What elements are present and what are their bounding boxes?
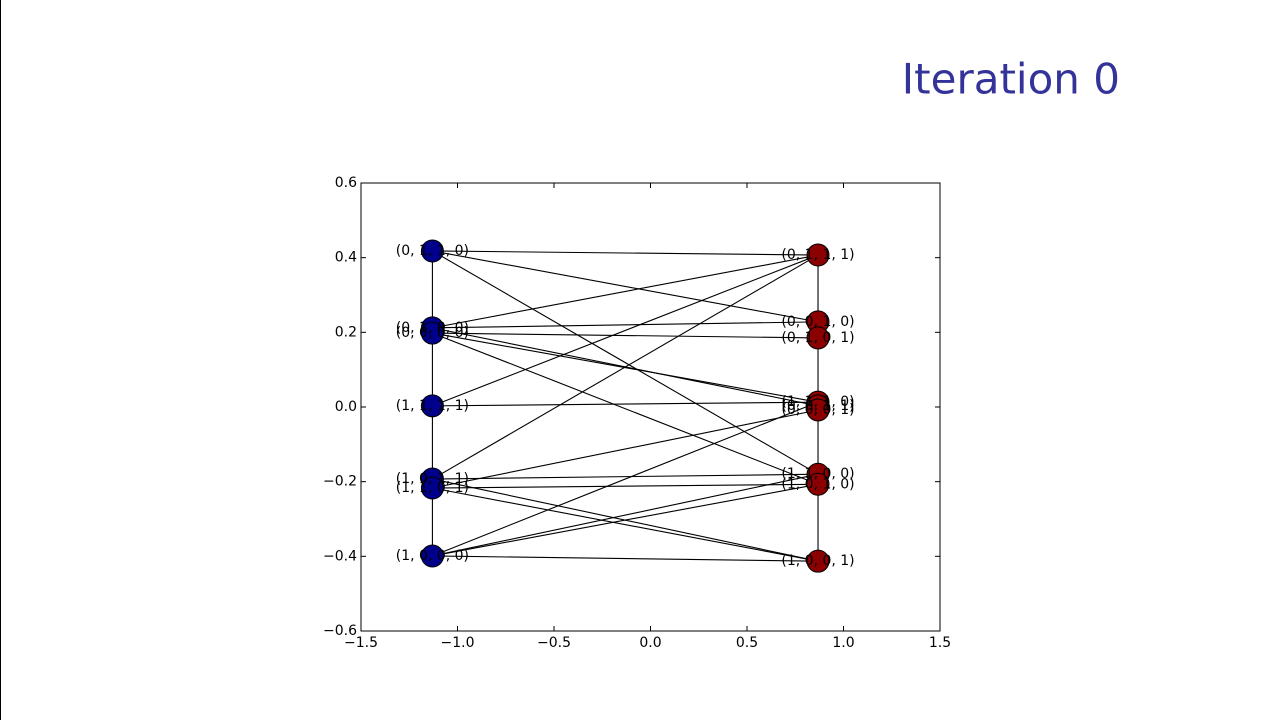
edge (432, 321, 819, 329)
x-tick-label: 1.0 (832, 635, 854, 651)
x-tick-label: −0.5 (537, 635, 571, 651)
edge (432, 332, 819, 339)
edge (432, 254, 819, 480)
node (420, 476, 444, 500)
edge (432, 254, 819, 329)
edge (432, 555, 819, 562)
node-label: (0, 0, 1, 0) (781, 314, 854, 330)
node-label: (1, 1, 1, 0) (781, 394, 854, 410)
node-label: (0, 0, 0, 1) (781, 402, 854, 418)
node (806, 243, 830, 267)
node-label: (1, 0, 0, 1) (781, 553, 854, 569)
node (420, 544, 444, 568)
edge (432, 473, 819, 557)
edge (432, 250, 819, 475)
node-label: (1, 1, 0, 1) (396, 480, 469, 496)
node-label: (1, 1, 0, 0) (781, 466, 854, 482)
node-label: (1, 0, 1, 0) (781, 476, 854, 492)
node-label: (1, 0, 1, 1) (396, 471, 469, 487)
node (806, 472, 830, 496)
node-label: (0, 1, 0, 1) (781, 330, 854, 346)
y-tick-label: −0.6 (323, 623, 357, 639)
node-label: (0, 1, 1, 1) (781, 247, 854, 263)
edge (432, 483, 819, 489)
node (806, 398, 830, 422)
y-tick-label: 0.0 (335, 399, 357, 415)
y-tick-label: −0.2 (323, 474, 357, 490)
x-tick-label: −1.0 (441, 635, 475, 651)
edge (432, 254, 819, 407)
slide-title: Iteration 0 (902, 55, 1120, 104)
node-label: (1, 1, 1, 1) (396, 398, 469, 414)
edge (432, 409, 819, 489)
node (420, 239, 444, 263)
node (806, 326, 830, 350)
edge (432, 401, 819, 557)
x-tick-label: 1.5 (929, 635, 951, 651)
node-label: (0, 1, 0, 0) (396, 320, 469, 336)
node-label: (0, 0, 0, 0) (396, 325, 469, 341)
edge (432, 487, 819, 562)
x-tick-label: 0.0 (639, 635, 661, 651)
node (806, 549, 830, 573)
edge (432, 332, 819, 485)
x-tick-label: 0.5 (736, 635, 758, 651)
y-tick-label: 0.4 (335, 250, 357, 266)
x-tick-label: −1.5 (344, 635, 378, 651)
edge (432, 250, 819, 256)
node-label: (1, 0, 0, 0) (396, 548, 469, 564)
edge (432, 483, 819, 557)
y-tick-label: −0.4 (323, 548, 357, 564)
y-tick-label: 0.6 (335, 175, 357, 191)
node-label: (0, 0, 1, 1) (781, 398, 854, 414)
y-tick-label: 0.2 (335, 324, 357, 340)
edge (432, 250, 819, 323)
node (420, 394, 444, 418)
edge (432, 473, 819, 480)
edge (432, 401, 819, 407)
node (420, 321, 444, 345)
node-label: (0, 1, 1, 0) (396, 243, 469, 259)
